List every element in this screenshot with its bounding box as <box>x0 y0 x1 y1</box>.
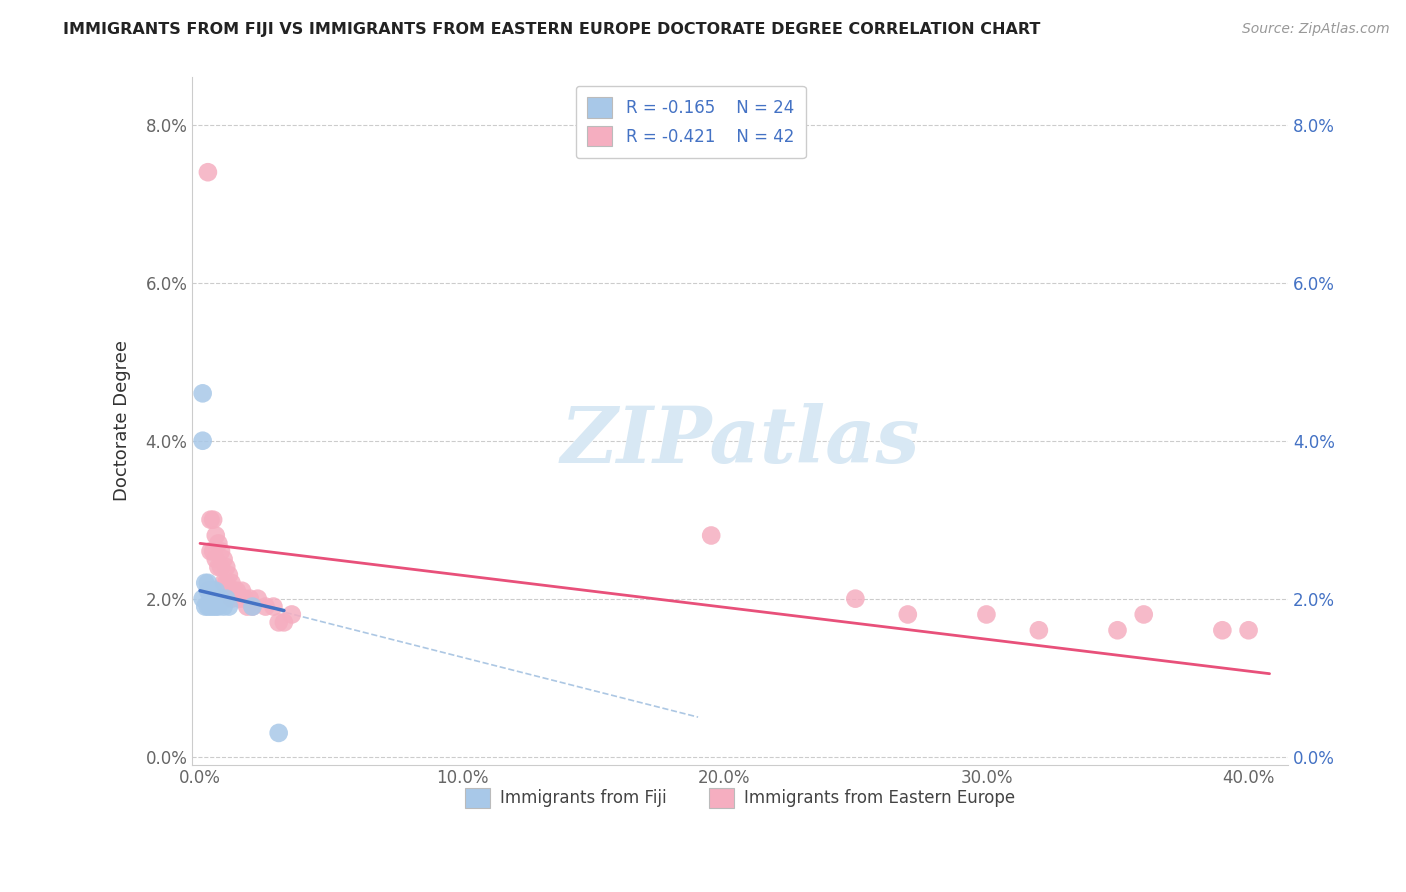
Point <box>200 591 222 606</box>
Y-axis label: Doctorate Degree: Doctorate Degree <box>114 341 131 501</box>
Point <box>200 544 222 558</box>
Point <box>204 528 226 542</box>
Point <box>204 583 226 598</box>
Point <box>1132 607 1154 622</box>
Point <box>218 599 240 614</box>
Point <box>212 552 235 566</box>
Point <box>242 599 264 614</box>
Point <box>194 599 217 614</box>
Point <box>1211 624 1233 638</box>
Point <box>218 568 240 582</box>
Point <box>207 536 229 550</box>
Point <box>207 560 229 574</box>
Point <box>267 726 290 740</box>
Point <box>246 591 269 606</box>
Point <box>254 599 277 614</box>
Point <box>209 591 232 606</box>
Point <box>1107 624 1129 638</box>
Text: IMMIGRANTS FROM FIJI VS IMMIGRANTS FROM EASTERN EUROPE DOCTORATE DEGREE CORRELAT: IMMIGRANTS FROM FIJI VS IMMIGRANTS FROM … <box>63 22 1040 37</box>
Point <box>197 599 219 614</box>
Point <box>242 599 264 614</box>
Point <box>204 552 226 566</box>
Point <box>204 599 226 614</box>
Point <box>200 583 222 598</box>
Point <box>239 591 262 606</box>
Point <box>844 591 866 606</box>
Point <box>215 591 238 606</box>
Point <box>215 560 238 574</box>
Point <box>897 607 920 622</box>
Point <box>233 591 256 606</box>
Point <box>236 599 259 614</box>
Legend: Immigrants from Fiji, Immigrants from Eastern Europe: Immigrants from Fiji, Immigrants from Ea… <box>458 780 1021 814</box>
Point <box>197 575 219 590</box>
Point <box>262 599 284 614</box>
Point <box>197 583 219 598</box>
Point <box>221 575 243 590</box>
Point <box>212 575 235 590</box>
Point <box>202 513 225 527</box>
Text: ZIPatlas: ZIPatlas <box>561 403 920 480</box>
Point <box>191 434 214 448</box>
Point <box>215 575 238 590</box>
Point <box>191 386 214 401</box>
Point <box>200 513 222 527</box>
Point <box>700 528 723 542</box>
Point <box>281 607 304 622</box>
Point <box>212 599 235 614</box>
Point <box>267 615 290 630</box>
Point <box>225 583 247 598</box>
Point <box>1028 624 1050 638</box>
Point <box>209 544 232 558</box>
Point <box>1237 624 1260 638</box>
Point <box>209 560 232 574</box>
Point <box>221 591 243 606</box>
Point <box>231 583 253 598</box>
Point <box>228 591 250 606</box>
Text: Source: ZipAtlas.com: Source: ZipAtlas.com <box>1241 22 1389 37</box>
Point <box>200 599 222 614</box>
Point <box>202 591 225 606</box>
Point <box>224 583 246 598</box>
Point <box>207 591 229 606</box>
Point <box>976 607 998 622</box>
Point <box>202 599 225 614</box>
Point <box>273 615 295 630</box>
Point <box>218 583 240 598</box>
Point <box>202 583 225 598</box>
Point <box>194 575 217 590</box>
Point <box>197 165 219 179</box>
Point <box>202 544 225 558</box>
Point <box>191 591 214 606</box>
Point <box>207 599 229 614</box>
